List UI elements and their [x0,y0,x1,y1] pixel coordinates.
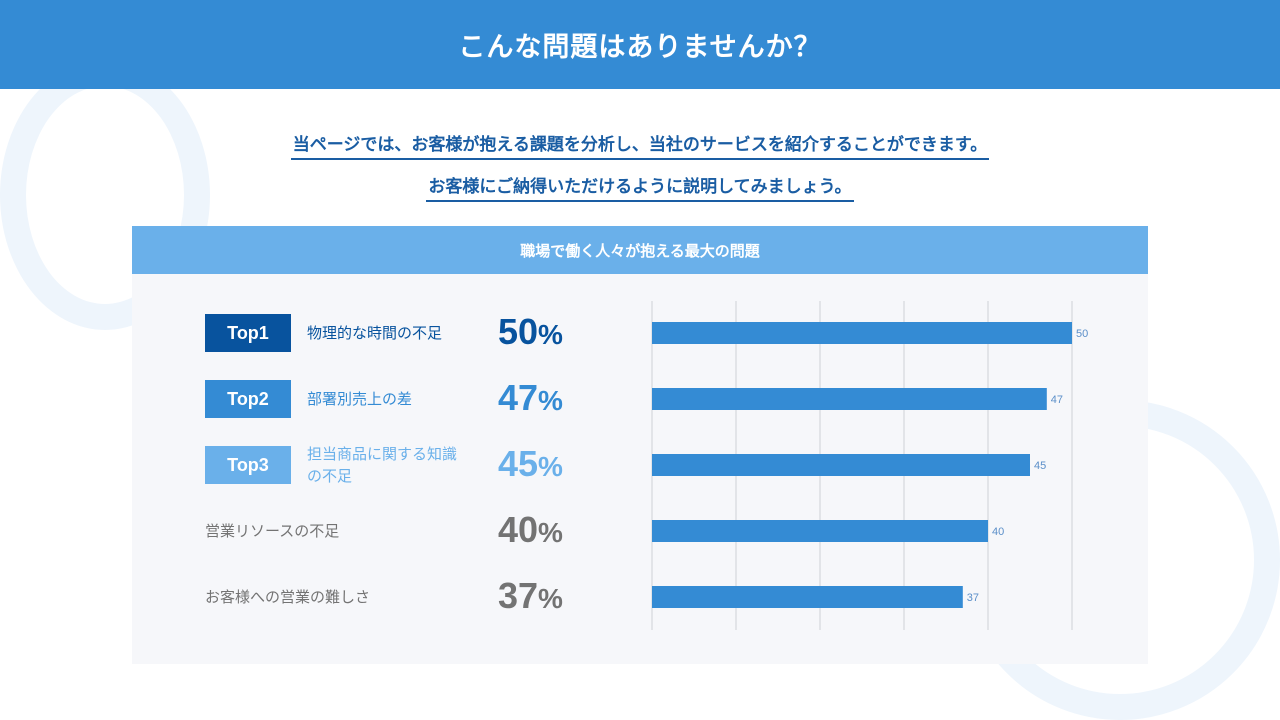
percent-value: 47% [498,377,563,419]
row-label: 担当商品に関する知識の不足 [307,445,458,485]
page-title: こんな問題はありませんか？ [458,32,822,63]
row-label: 物理的な時間の不足 [307,324,443,342]
rank-badge: Top2 [205,380,291,418]
intro-line-2: お客様にご納得いただけるように説明してみましょう。 [0,172,1280,202]
rank-badge: Top1 [205,314,291,352]
bar [652,586,963,608]
percent-number: 40 [498,509,539,550]
bar [652,454,1030,476]
percent-number: 50 [498,311,539,352]
percent-value: 40% [498,509,563,551]
percent-unit: % [538,451,563,482]
percent-unit: % [538,517,563,548]
percent-number: 45 [498,443,539,484]
panel-title: 職場で働く人々が抱える最大の問題 [132,226,1148,274]
percent-value: 50% [498,311,563,353]
row-label: 営業リソースの不足 [205,522,340,540]
chart-panel: 職場で働く人々が抱える最大の問題 Top1 物理的な時間の不足 50% Top2 部署別… [132,226,1148,664]
row-label: お客様への営業の難しさ [205,588,371,606]
bar [652,520,988,542]
percent-unit: % [538,385,563,416]
bar-data-label: 47 [1051,394,1063,406]
bar [652,322,1072,344]
percent-number: 47 [498,377,539,418]
percent-unit: % [538,583,563,614]
intro-line-1: 当ページでは、お客様が抱える課題を分析し、当社のサービスを紹介することができます… [0,130,1280,160]
bar-data-label: 37 [967,592,979,604]
bar-chart: 50 47 45 40 37 [651,301,1088,630]
bar-data-label: 45 [1034,460,1046,472]
bar [652,388,1047,410]
bar-data-label: 40 [992,526,1004,538]
rank-badge: Top3 [205,446,291,484]
percent-unit: % [538,319,563,350]
percent-number: 37 [498,575,539,616]
bar-data-label: 50 [1076,328,1088,340]
row-label: 部署別売上の差 [307,390,413,408]
page-header: こんな問題はありませんか？ [0,0,1280,89]
percent-value: 37% [498,575,563,617]
percent-value: 45% [498,443,563,485]
